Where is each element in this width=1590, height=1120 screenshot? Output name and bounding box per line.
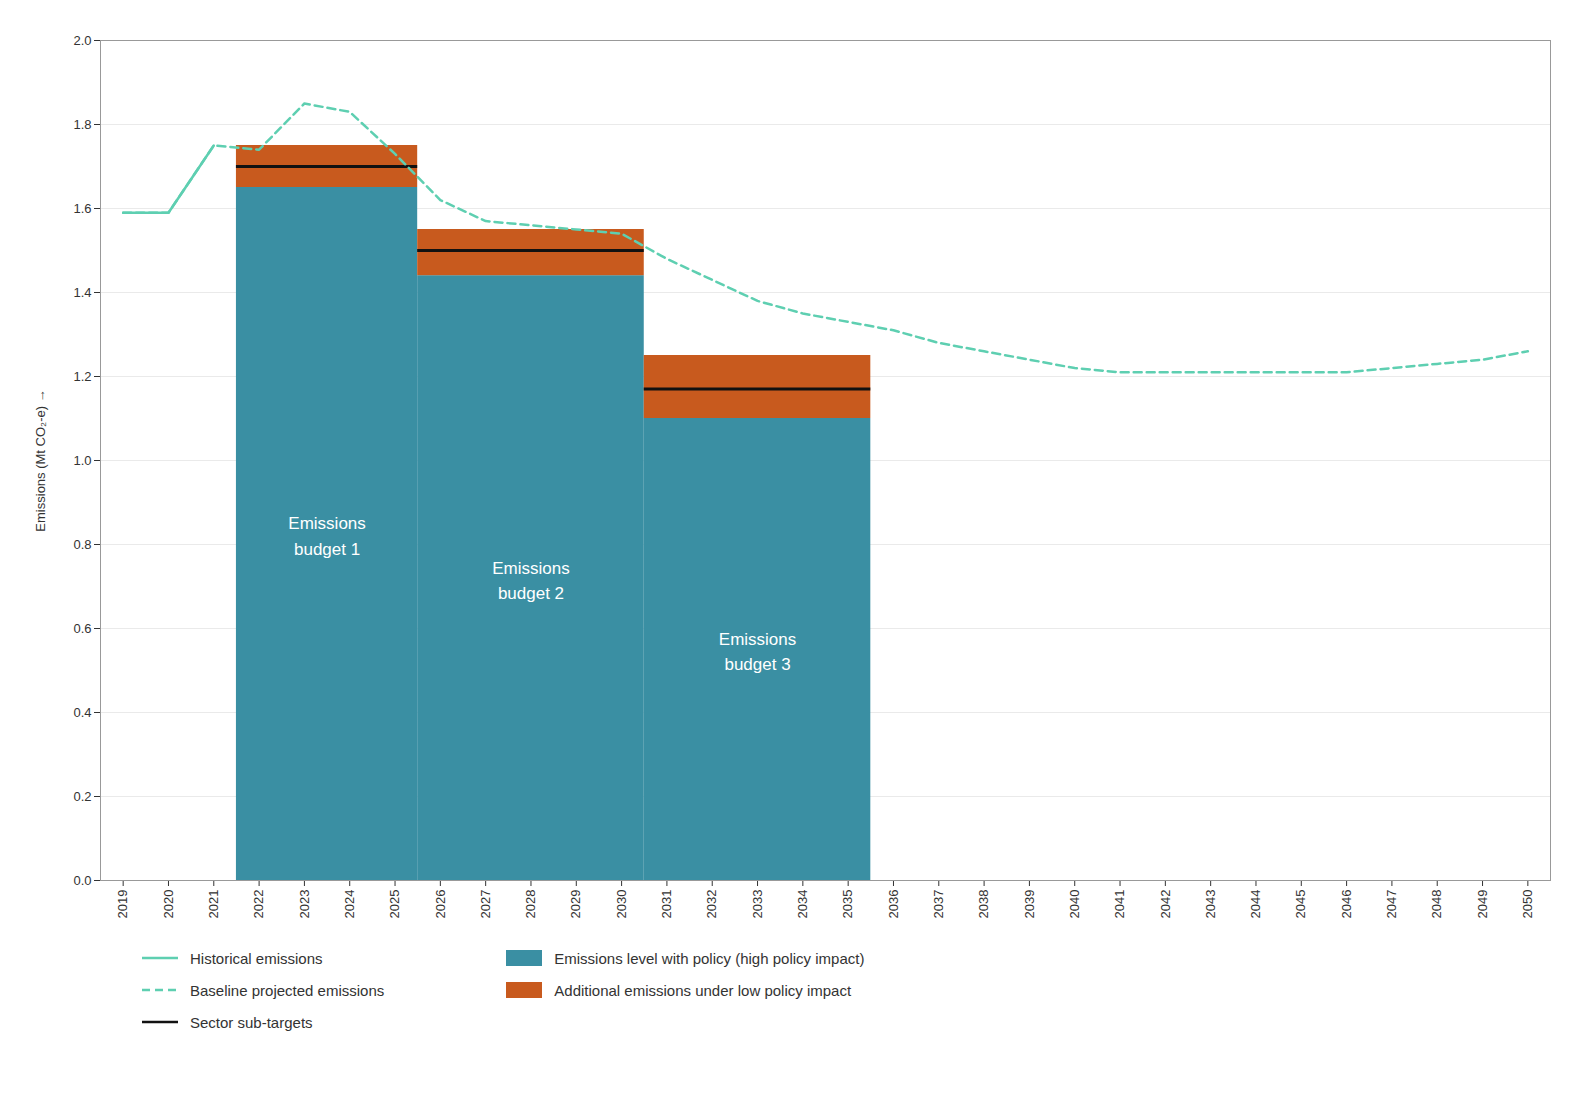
- html-text:Baseline projected emissions: Baseline projected emissions: [190, 981, 385, 999]
- svg-text:2027: 2027: [478, 890, 493, 919]
- svg-text:2045: 2045: [1293, 890, 1308, 919]
- svg-text:1.4: 1.4: [73, 285, 91, 300]
- svg-text:2.0: 2.0: [73, 33, 91, 48]
- svg-text:2019: 2019: [115, 890, 130, 919]
- html-text:Emissions level with policy (h: Emissions level with policy (high policy…: [554, 949, 865, 967]
- svg-text:2034: 2034: [795, 890, 810, 919]
- svg-text:2043: 2043: [1203, 890, 1218, 919]
- svg-text:2050: 2050: [1520, 890, 1535, 919]
- svg-text:2031: 2031: [659, 890, 674, 919]
- svg-text:1.2: 1.2: [73, 369, 91, 384]
- svg-text:2047: 2047: [1384, 890, 1399, 919]
- svg-text:2028: 2028: [523, 890, 538, 919]
- svg-text:2042: 2042: [1158, 890, 1173, 919]
- svg-text:2036: 2036: [886, 890, 901, 919]
- svg-text:1.0: 1.0: [73, 453, 91, 468]
- svg-text:2046: 2046: [1339, 890, 1354, 919]
- svg-text:2035: 2035: [840, 890, 855, 919]
- svg-text:1.6: 1.6: [73, 201, 91, 216]
- svg-text:2029: 2029: [568, 890, 583, 919]
- svg-text:2020: 2020: [161, 890, 176, 919]
- svg-text:2044: 2044: [1248, 890, 1263, 919]
- svg-text:Emissionsbudget 3: Emissionsbudget 3: [719, 630, 796, 675]
- svg-text:0.2: 0.2: [73, 789, 91, 804]
- svg-text:2038: 2038: [976, 890, 991, 919]
- svg-text:0.4: 0.4: [73, 705, 91, 720]
- svg-text:2032: 2032: [704, 890, 719, 919]
- svg-text:2049: 2049: [1475, 890, 1490, 919]
- svg-text:2037: 2037: [931, 890, 946, 919]
- svg-text:0.0: 0.0: [73, 873, 91, 888]
- svg-text:2039: 2039: [1022, 890, 1037, 919]
- svg-text:Emissions (Mt CO₂-e) →: Emissions (Mt CO₂-e) →: [33, 389, 48, 531]
- svg-text:2023: 2023: [297, 890, 312, 919]
- svg-text:2022: 2022: [251, 890, 266, 919]
- svg-text:2026: 2026: [433, 890, 448, 919]
- svg-text:Emissionsbudget 1: Emissionsbudget 1: [288, 514, 365, 558]
- html-text:Additional emissions under low: Additional emissions under low policy im…: [554, 981, 852, 999]
- svg-text:2041: 2041: [1112, 890, 1127, 919]
- html-text:Historical emissions: Historical emissions: [190, 949, 323, 967]
- svg-text:Emissionsbudget 2: Emissionsbudget 2: [492, 559, 569, 604]
- svg-text:2024: 2024: [342, 890, 357, 919]
- svg-text:0.6: 0.6: [73, 621, 91, 636]
- svg-text:2048: 2048: [1429, 890, 1444, 919]
- svg-text:2021: 2021: [206, 890, 221, 919]
- html-text:Sector sub-targets: Sector sub-targets: [190, 1013, 313, 1031]
- svg-text:0.8: 0.8: [73, 537, 91, 552]
- svg-text:1.8: 1.8: [73, 117, 91, 132]
- svg-text:2025: 2025: [387, 890, 402, 919]
- svg-text:2033: 2033: [750, 890, 765, 919]
- svg-text:2040: 2040: [1067, 890, 1082, 919]
- svg-text:2030: 2030: [614, 890, 629, 919]
